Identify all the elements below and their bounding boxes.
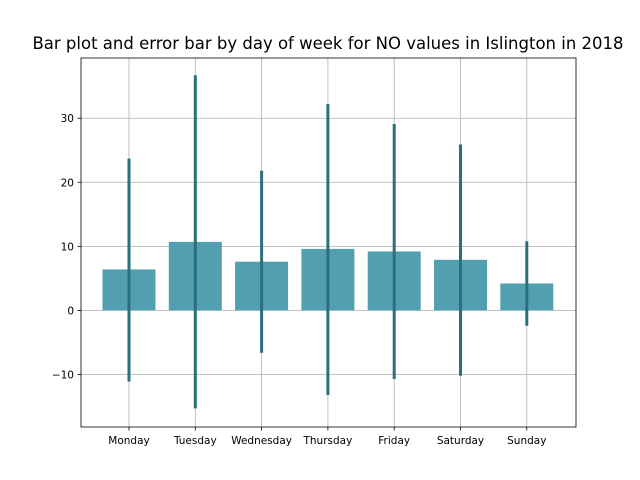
y-tick-label: 10	[61, 241, 74, 253]
plot-area-frame	[80, 57, 577, 428]
y-tick-label: 0	[67, 305, 74, 317]
x-tick-label: Monday	[108, 435, 149, 447]
error-bars	[127, 75, 529, 409]
y-tick-label: −10	[52, 369, 74, 381]
x-tick-label: Friday	[378, 435, 410, 447]
x-tick-label: Wednesday	[231, 435, 292, 447]
x-tick-label: Saturday	[437, 435, 484, 447]
y-tick-label: 30	[61, 113, 74, 125]
y-axis: −10 0 10 20 30	[52, 113, 81, 381]
x-axis: Monday Tuesday Wednesday Thursday Friday Satu…	[108, 427, 546, 447]
x-tick-label: Tuesday	[173, 435, 217, 447]
chart-title: Bar plot and error bar by day of week fo…	[32, 34, 623, 53]
y-tick-label: 20	[61, 177, 74, 189]
x-tick-label: Thursday	[302, 435, 352, 447]
x-tick-label: Sunday	[507, 435, 546, 447]
